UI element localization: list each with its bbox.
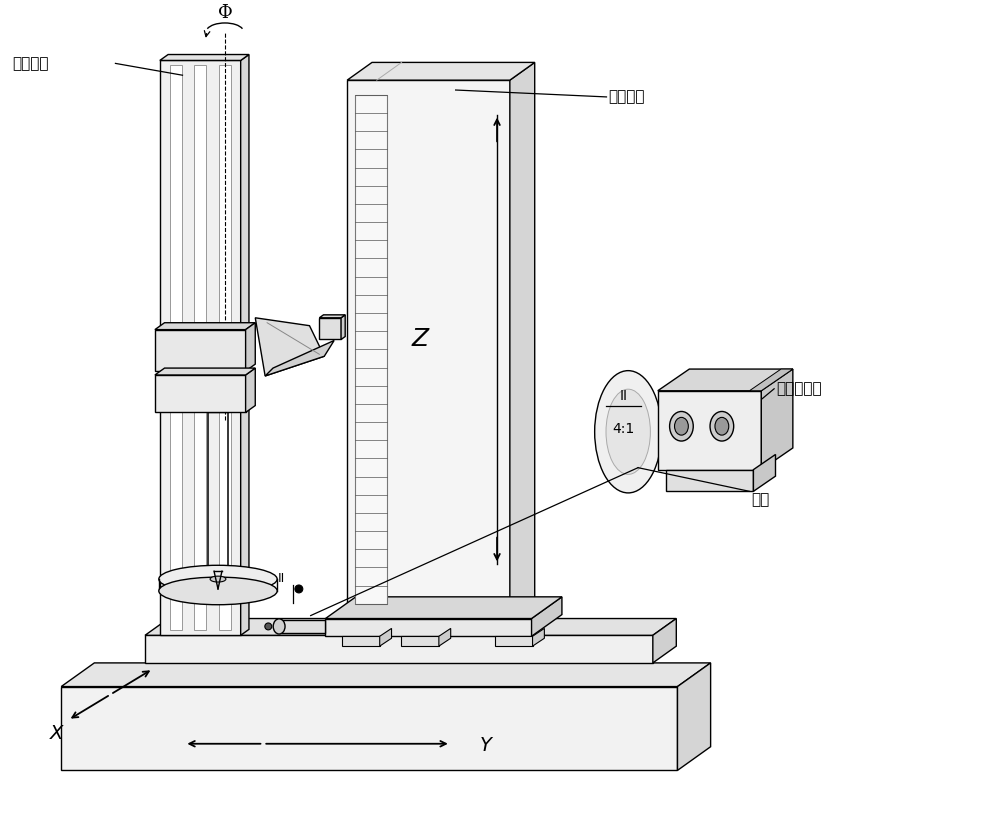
Ellipse shape: [715, 417, 729, 435]
Polygon shape: [380, 629, 392, 646]
Polygon shape: [170, 65, 182, 630]
Polygon shape: [355, 95, 387, 604]
Circle shape: [295, 585, 303, 593]
Ellipse shape: [210, 576, 226, 582]
Polygon shape: [495, 636, 533, 646]
Polygon shape: [325, 619, 532, 636]
Text: 测头: 测头: [751, 491, 770, 506]
Text: 直角校准块: 直角校准块: [776, 382, 822, 396]
Polygon shape: [155, 368, 255, 375]
Ellipse shape: [595, 371, 662, 493]
Polygon shape: [281, 620, 325, 634]
Polygon shape: [61, 663, 711, 686]
Ellipse shape: [606, 389, 650, 474]
Text: Z: Z: [412, 327, 429, 352]
Text: Φ: Φ: [218, 4, 232, 22]
Polygon shape: [342, 636, 380, 646]
Text: II: II: [277, 572, 285, 585]
Polygon shape: [155, 375, 246, 412]
Polygon shape: [319, 318, 341, 339]
Polygon shape: [246, 323, 255, 371]
Polygon shape: [325, 597, 562, 619]
Polygon shape: [155, 323, 255, 330]
Polygon shape: [61, 686, 677, 771]
Polygon shape: [666, 470, 753, 491]
Text: II: II: [619, 388, 627, 402]
Polygon shape: [145, 619, 676, 635]
Polygon shape: [341, 315, 345, 339]
Polygon shape: [532, 597, 562, 636]
Polygon shape: [246, 368, 255, 412]
Polygon shape: [155, 330, 246, 371]
Polygon shape: [653, 619, 676, 663]
Polygon shape: [160, 55, 249, 60]
Polygon shape: [749, 369, 793, 391]
Ellipse shape: [670, 411, 693, 441]
Text: 工件立柱: 工件立柱: [12, 56, 48, 71]
Text: 4:1: 4:1: [612, 422, 634, 436]
Polygon shape: [160, 60, 241, 635]
Polygon shape: [761, 369, 793, 470]
Ellipse shape: [710, 411, 734, 441]
Polygon shape: [510, 63, 535, 619]
Polygon shape: [401, 636, 439, 646]
Polygon shape: [658, 391, 761, 470]
Text: X: X: [50, 724, 63, 743]
Circle shape: [265, 623, 272, 630]
Polygon shape: [439, 629, 451, 646]
Text: 测量立柱: 测量立柱: [608, 89, 645, 104]
Polygon shape: [145, 635, 653, 663]
Text: Y: Y: [479, 736, 491, 755]
Polygon shape: [658, 369, 793, 391]
Polygon shape: [347, 80, 510, 619]
Polygon shape: [319, 315, 345, 318]
Ellipse shape: [159, 565, 277, 593]
Ellipse shape: [159, 577, 277, 605]
Ellipse shape: [273, 619, 285, 634]
Polygon shape: [347, 63, 535, 80]
Polygon shape: [533, 629, 544, 646]
Polygon shape: [677, 663, 711, 771]
Polygon shape: [194, 65, 206, 630]
Polygon shape: [255, 318, 324, 376]
Ellipse shape: [675, 417, 688, 435]
Polygon shape: [265, 340, 334, 376]
Polygon shape: [219, 65, 231, 630]
Polygon shape: [241, 55, 249, 635]
Polygon shape: [753, 454, 775, 491]
